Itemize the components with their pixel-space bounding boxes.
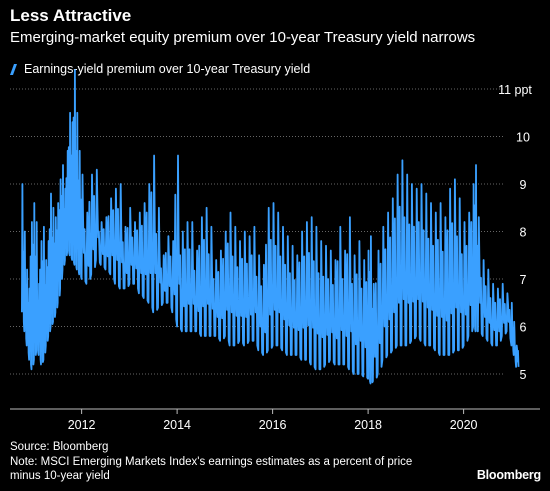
x-tick-label: 2016 (259, 418, 287, 432)
series-line-earnings-yield-premium (21, 69, 520, 385)
x-tick-label: 2020 (450, 418, 478, 432)
y-tick-label: 11 ppt (498, 83, 532, 97)
y-tick-label: 5 (520, 368, 527, 382)
footer-source: Source: Bloomberg (10, 441, 109, 453)
legend: Earnings-yield premium over 10-year Trea… (9, 62, 311, 76)
y-tick-label: 6 (520, 321, 527, 335)
legend-label: Earnings-yield premium over 10-year Trea… (24, 62, 311, 76)
y-tick-label: 9 (520, 178, 527, 192)
footer-note-line1: Note: MSCI Emerging Markets Index's earn… (10, 456, 413, 468)
y-tick-label: 7 (520, 273, 527, 287)
x-tick-label: 2012 (68, 418, 96, 432)
x-tick-label: 2018 (354, 418, 382, 432)
chart-subtitle: Emerging-market equity premium over 10-y… (10, 29, 476, 46)
y-tick-label: 8 (520, 226, 527, 240)
bloomberg-logo: Bloomberg (476, 468, 541, 482)
chart-title: Less Attractive (10, 6, 132, 25)
y-tick-label: 10 (516, 131, 530, 145)
footer-note-line2: minus 10-year yield (10, 470, 110, 482)
x-tick-label: 2014 (163, 418, 191, 432)
